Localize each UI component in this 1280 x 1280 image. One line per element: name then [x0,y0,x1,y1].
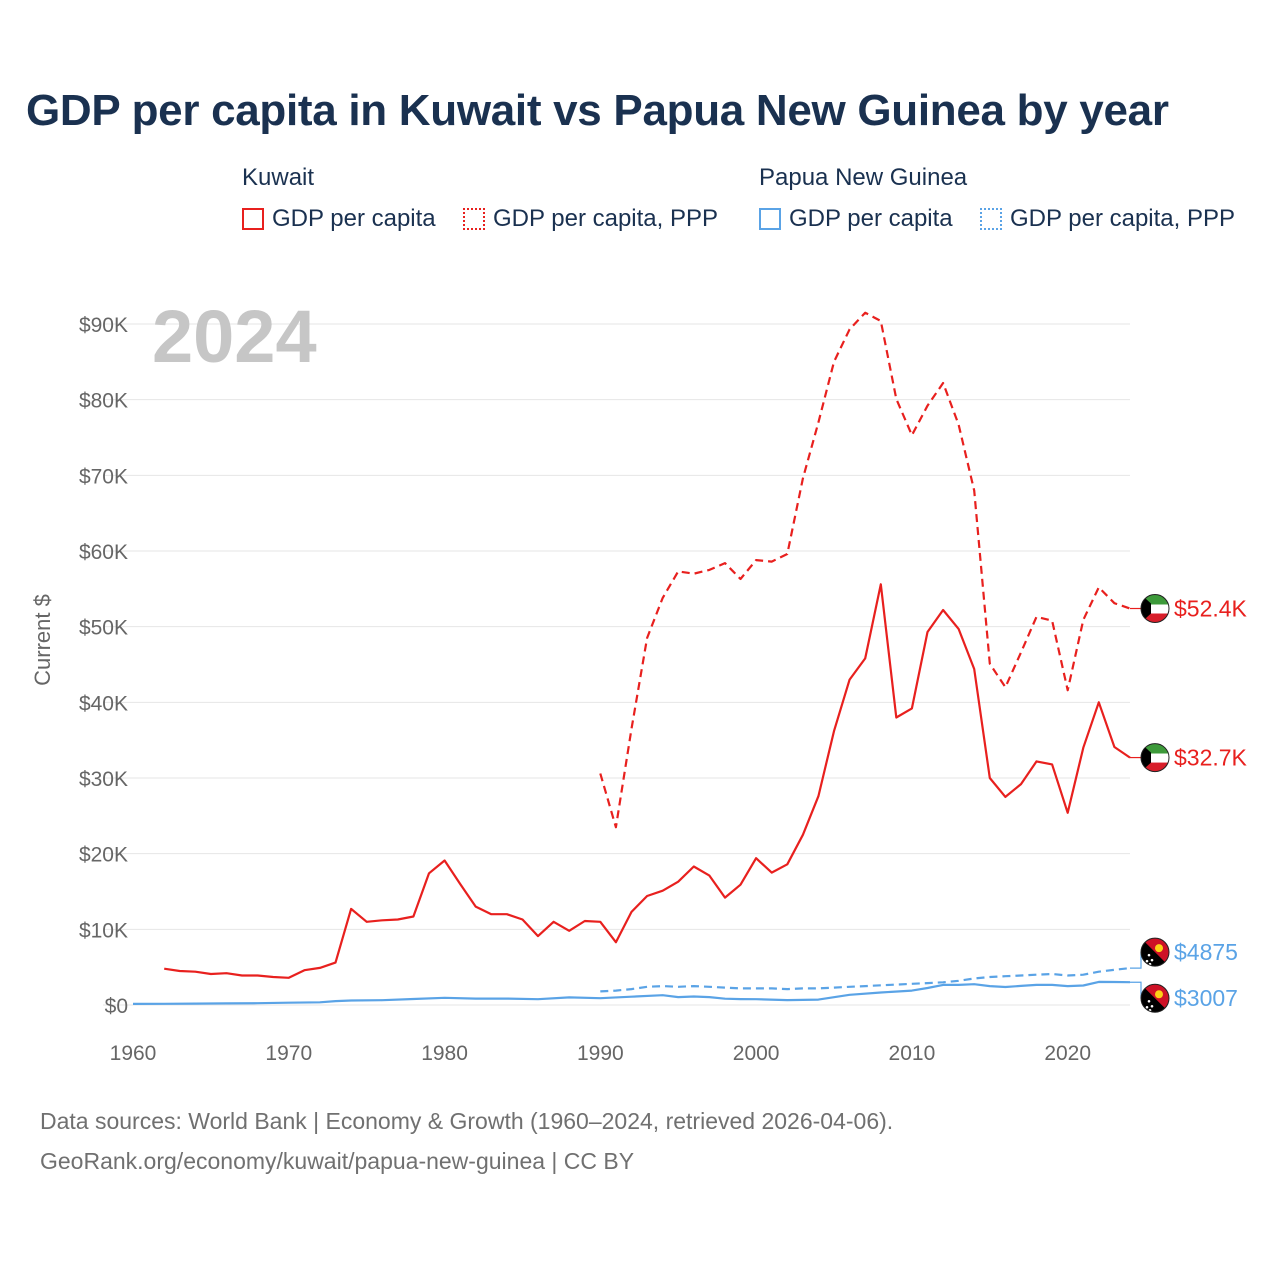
x-tick-label: 1960 [110,1042,157,1065]
source-note: Data sources: World Bank | Economy & Gro… [40,1108,894,1134]
series-end-labels: $32.7K $52.4K $3007 $4875 [1130,594,1248,1013]
series-line-papua-new-guinea-gdp-per-capita[interactable] [132,980,1131,1006]
y-tick-label: $20K [79,844,128,867]
end-value-label: $32.7K [1174,745,1248,771]
x-tick-label: 1970 [265,1042,312,1065]
y-tick-label: $10K [79,919,128,942]
legend-label: GDP per capita [272,205,436,232]
y-tick-label: $70K [79,465,128,488]
legend-label: GDP per capita [789,205,953,232]
end-connector [1130,952,1142,969]
legend-item-kuwait-gdp[interactable]: GDP per capita [242,205,436,233]
series-line-papua-new-guinea-gdp-per-capita-ppp[interactable] [600,967,1131,993]
y-tick-label: $30K [79,768,128,791]
legend-swatch-dotted-icon [980,208,1002,230]
x-tick-label: 2020 [1044,1042,1091,1065]
papua-new-guinea-flag-icon [1141,984,1169,1013]
legend-group-png: Papua New Guinea [759,164,968,191]
legend-item-png-ppp[interactable]: GDP per capita, PPP [980,205,1235,233]
legend-swatch-solid-icon [242,208,264,230]
legend-swatch-dotted-icon [463,208,485,230]
source-url[interactable]: GeoRank.org/economy/kuwait/papua-new-gui… [40,1148,635,1174]
chart-title: GDP per capita in Kuwait vs Papua New Gu… [26,86,1169,135]
legend-item-kuwait-ppp[interactable]: GDP per capita, PPP [463,205,718,233]
end-value-label: $3007 [1174,985,1238,1011]
end-marker: $3007 [1130,981,1238,1013]
x-tick-label: 1990 [577,1042,624,1065]
end-marker: $52.4K [1130,594,1248,624]
y-tick-label: $90K [79,314,128,337]
y-tick-label: $40K [79,692,128,715]
legend-item-png-gdp[interactable]: GDP per capita [759,205,953,233]
y-axis-label: Current $ [30,594,55,686]
year-watermark: 2024 [152,295,317,378]
x-tick-label: 2010 [889,1042,936,1065]
end-value-label: $4875 [1174,939,1238,965]
x-tick-label: 1980 [421,1042,468,1065]
kuwait-flag-icon [1141,594,1169,623]
series-line-kuwait-gdp-per-capita-ppp[interactable] [599,311,1131,829]
end-marker: $4875 [1130,937,1238,969]
legend-group-kuwait: Kuwait [242,164,315,191]
y-tick-label: $50K [79,617,128,640]
y-axis-ticks: $0 $10K $20K $30K $40K $50K $60K $70K $80K $90K [79,314,128,1018]
series-lines [132,311,1131,1006]
papua-new-guinea-flag-icon [1141,938,1169,967]
x-tick-label: 2000 [733,1042,780,1065]
end-value-label: $52.4K [1174,596,1248,622]
x-axis-ticks: 1960 1970 1980 1990 2000 2010 2020 [110,1042,1091,1065]
legend-label: GDP per capita, PPP [493,205,718,232]
series-line-kuwait-gdp-per-capita[interactable] [164,583,1131,979]
y-tick-label: $0 [105,995,128,1018]
y-tick-label: $60K [79,541,128,564]
legend-label: GDP per capita, PPP [1010,205,1235,232]
legend-swatch-solid-icon [759,208,781,230]
gridlines [103,323,1130,1006]
end-marker: $32.7K [1130,743,1248,773]
kuwait-flag-icon [1141,743,1169,772]
y-tick-label: $80K [79,390,128,413]
end-connector [1130,981,1142,999]
